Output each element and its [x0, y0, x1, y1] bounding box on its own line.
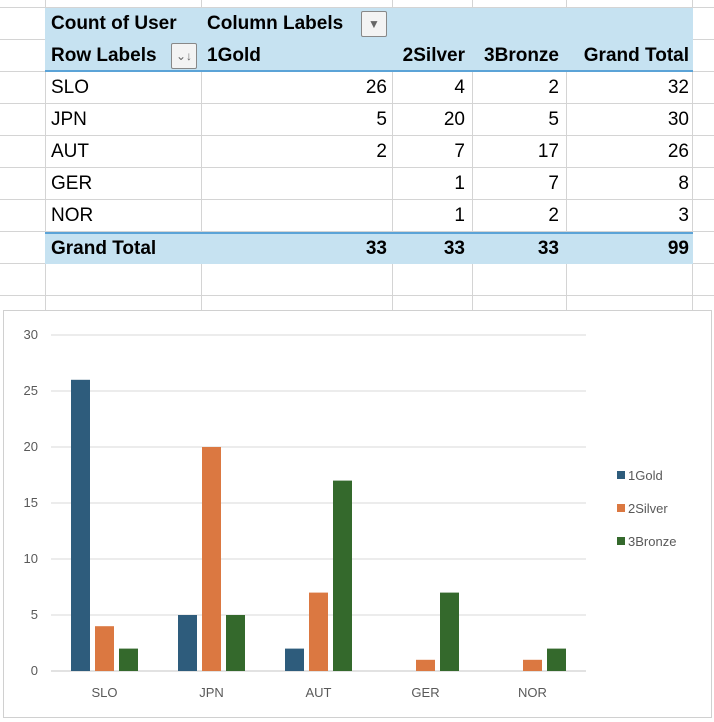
bar-3Bronze-JPN[interactable] — [226, 615, 245, 671]
x-tick-label: AUT — [306, 685, 332, 700]
pivot-header-row: Count of User Column Labels ▼ — [45, 8, 693, 40]
bar-2Silver-SLO[interactable] — [95, 626, 114, 671]
x-tick-label: SLO — [91, 685, 117, 700]
legend-label: 3Bronze — [628, 534, 676, 549]
pivot-column-header-row: Row Labels ⌄↓ 1Gold 2Silver 3Bronze Gran… — [45, 40, 693, 72]
row-label: Grand Total — [51, 238, 157, 259]
x-tick-label: GER — [411, 685, 439, 700]
chart-canvas: 0 5 10 15 20 25 30 SLO JPN AUT GER NOR 1Gold 2Silver 3… — [24, 327, 677, 700]
row-labels-header: Row Labels — [51, 45, 157, 66]
y-tick-label: 0 — [31, 663, 38, 678]
column-header: Grand Total — [583, 45, 689, 66]
bar-2Silver-NOR[interactable] — [523, 659, 542, 671]
bar-1Gold-AUT[interactable] — [285, 648, 304, 671]
cell-value: 7 — [548, 173, 559, 194]
column-chart[interactable]: 0 5 10 15 20 25 30 SLO JPN AUT GER NOR 1Gold 2Silver 3… — [3, 310, 712, 718]
legend-label: 1Gold — [628, 468, 663, 483]
column-labels-header: Column Labels — [207, 13, 344, 34]
x-tick-label: NOR — [518, 685, 547, 700]
total-value: 99 — [667, 238, 689, 259]
value-field-label: Count of User — [51, 13, 177, 34]
pivot-row: JPN 5 20 5 30 — [45, 104, 693, 136]
row-label: NOR — [51, 205, 94, 226]
cell-value: 2 — [548, 205, 559, 226]
cell-value: 1 — [454, 173, 465, 194]
sort-filter-icon: ⌄↓ — [175, 49, 193, 63]
cell-value: 26 — [365, 77, 387, 98]
bar-1Gold-JPN[interactable] — [178, 615, 197, 671]
cell-value: 2 — [548, 77, 559, 98]
bar-2Silver-JPN[interactable] — [202, 447, 221, 671]
bar-2Silver-GER[interactable] — [416, 659, 435, 671]
legend-swatch — [617, 471, 625, 479]
bar-3Bronze-GER[interactable] — [440, 592, 459, 671]
cell-value: 8 — [678, 173, 689, 194]
y-tick-label: 25 — [24, 383, 38, 398]
total-value: 33 — [537, 238, 559, 259]
cell-value: 4 — [454, 77, 465, 98]
legend-swatch — [617, 504, 625, 512]
y-tick-label: 10 — [24, 551, 38, 566]
x-tick-label: JPN — [199, 685, 224, 700]
cell-value: 5 — [548, 109, 559, 130]
cell-value: 20 — [443, 109, 465, 130]
row-label: JPN — [51, 109, 87, 130]
cell-value: 17 — [537, 141, 559, 162]
total-value: 33 — [443, 238, 465, 259]
total-value: 33 — [365, 238, 387, 259]
legend-swatch — [617, 537, 625, 545]
pivot-row: GER 1 7 8 — [45, 168, 693, 200]
bar-3Bronze-NOR[interactable] — [547, 648, 566, 671]
cell-value: 26 — [667, 141, 689, 162]
cell-value: 1 — [454, 205, 465, 226]
row-label: AUT — [51, 141, 89, 162]
y-tick-label: 20 — [24, 439, 38, 454]
column-header: 3Bronze — [484, 45, 559, 66]
pivot-row: AUT 2 7 17 26 — [45, 136, 693, 168]
cell-value: 7 — [454, 141, 465, 162]
row-sort-filter-button[interactable]: ⌄↓ — [171, 43, 197, 69]
pivot-row: NOR 1 2 3 — [45, 200, 693, 232]
cell-value: 5 — [376, 109, 387, 130]
bar-3Bronze-SLO[interactable] — [119, 648, 138, 671]
y-tick-label: 5 — [31, 607, 38, 622]
cell-value: 2 — [376, 141, 387, 162]
cell-value: 30 — [667, 109, 689, 130]
cell-value: 32 — [667, 77, 689, 98]
cell-value: 3 — [678, 205, 689, 226]
column-filter-button[interactable]: ▼ — [361, 11, 387, 37]
row-label: SLO — [51, 77, 90, 98]
bar-3Bronze-AUT[interactable] — [333, 480, 352, 671]
column-header: 1Gold — [207, 45, 261, 66]
bar-2Silver-AUT[interactable] — [309, 592, 328, 671]
legend-label: 2Silver — [628, 501, 668, 516]
dropdown-triangle-icon: ▼ — [368, 17, 380, 31]
y-tick-label: 15 — [24, 495, 38, 510]
grand-total-row: Grand Total 33 33 33 99 — [45, 232, 693, 264]
bar-1Gold-SLO[interactable] — [71, 379, 90, 671]
y-tick-label: 30 — [24, 327, 38, 342]
column-header: 2Silver — [402, 45, 465, 66]
pivot-row: SLO 26 4 2 32 — [45, 72, 693, 104]
row-label: GER — [51, 173, 93, 194]
